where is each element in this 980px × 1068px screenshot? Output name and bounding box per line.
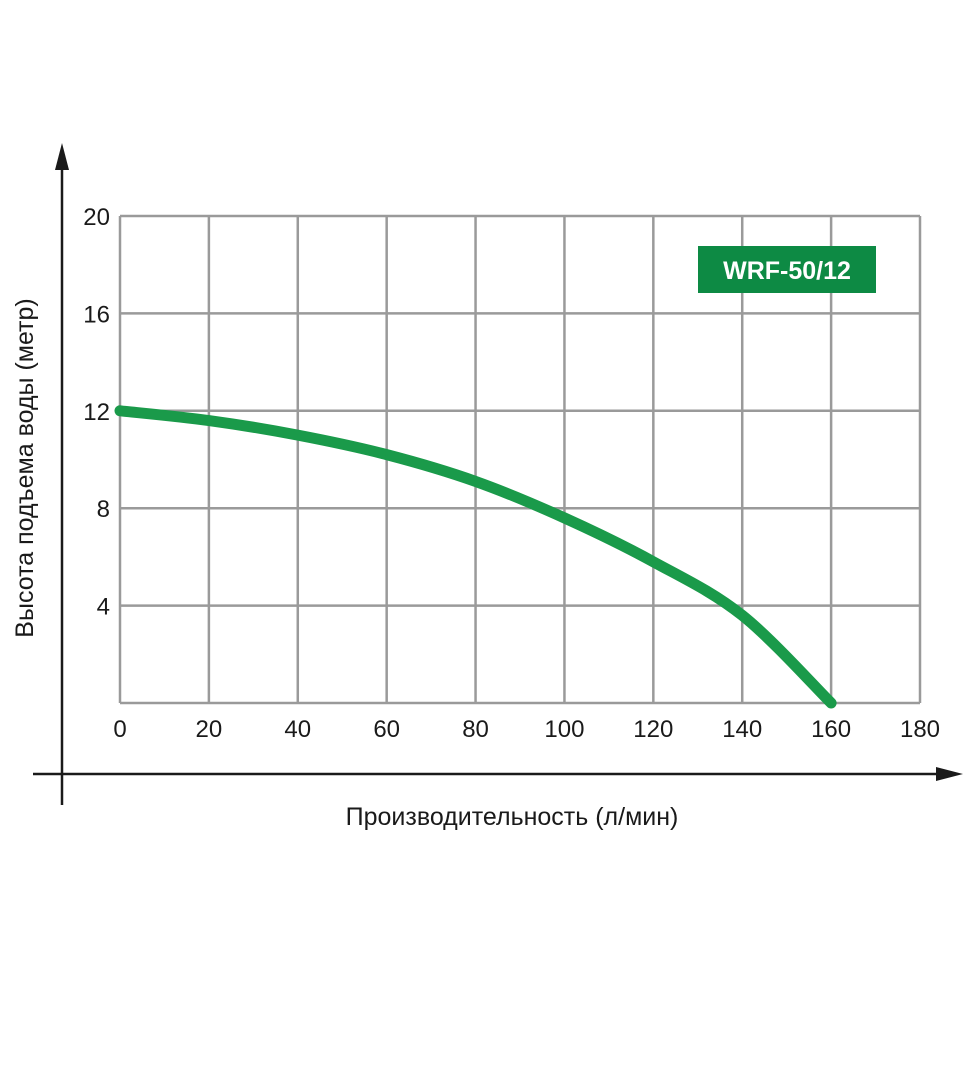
x-axis-arrow-icon — [936, 767, 963, 781]
legend-badge-background — [698, 246, 876, 293]
y-axis-arrow-icon — [55, 143, 69, 170]
y-axis-title: Высота подъема воды (метр) — [11, 298, 39, 637]
x-tick-label: 20 — [196, 716, 223, 743]
x-tick-label: 160 — [811, 716, 851, 743]
series-point — [207, 419, 211, 423]
series-point — [562, 516, 566, 520]
x-tick-label: 80 — [462, 716, 489, 743]
tick-labels: 0 20 40 60 80 100 120 140 160 180 4 8 12 16 20 — [83, 204, 940, 743]
x-tick-label: 40 — [284, 716, 311, 743]
axes — [33, 143, 963, 805]
y-tick-label: 8 — [97, 496, 110, 523]
series-point — [740, 613, 744, 617]
series-point — [474, 479, 478, 483]
series-point — [118, 409, 122, 413]
legend-badge-label: WRF-50/12 — [723, 257, 851, 285]
legend-badge: WRF-50/12 — [698, 246, 876, 293]
grid — [118, 214, 922, 705]
x-tick-label: 120 — [633, 716, 673, 743]
x-tick-label: 140 — [722, 716, 762, 743]
series-point — [829, 701, 833, 705]
x-axis-title: Производительность (л/мин) — [346, 803, 679, 831]
series-line — [114, 405, 837, 709]
x-tick-label: 180 — [900, 716, 940, 743]
y-tick-label: 4 — [97, 594, 110, 621]
x-tick-label: 60 — [373, 716, 400, 743]
y-tick-label: 12 — [83, 399, 110, 426]
series — [114, 405, 837, 709]
x-tick-label: 0 — [113, 716, 126, 743]
series-point — [385, 453, 389, 457]
y-tick-label: 16 — [83, 301, 110, 328]
series-point — [651, 560, 655, 564]
x-tick-label: 100 — [544, 716, 584, 743]
series-point — [296, 433, 300, 437]
y-tick-label: 20 — [83, 204, 110, 231]
